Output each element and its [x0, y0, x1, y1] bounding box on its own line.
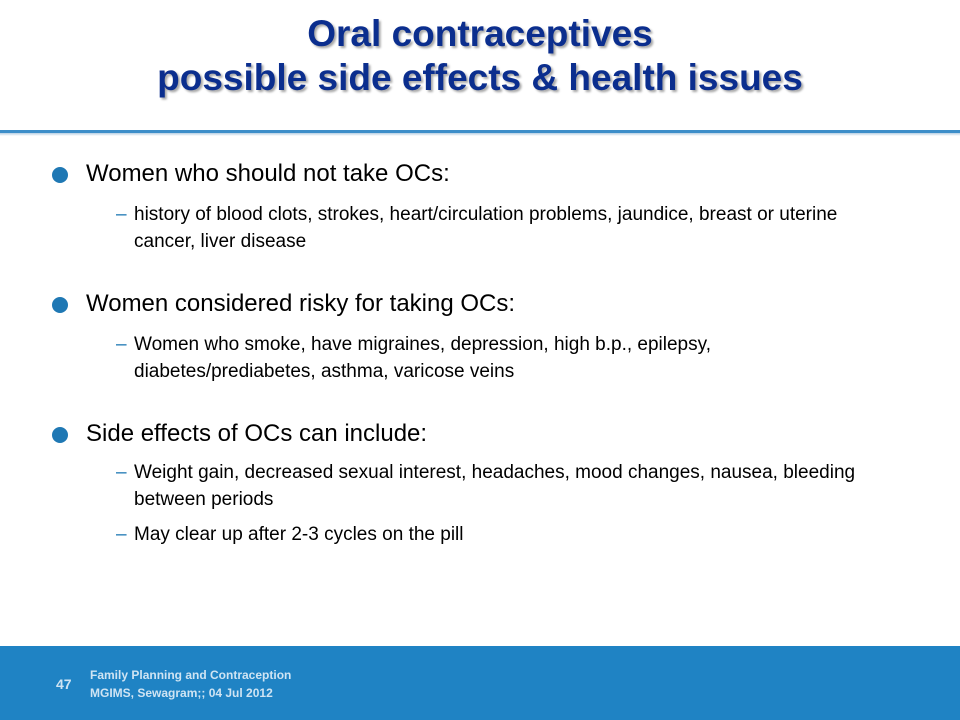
bullet-dot-icon: [52, 427, 68, 443]
sub-bullet-dash: –: [116, 204, 127, 225]
sub-bullet-text: May clear up after 2-3 cycles on the pil…: [134, 524, 464, 545]
sub-bullet-text: Women who smoke, have migraines, depress…: [134, 334, 711, 382]
slide-title: Oral contraceptives possible side effect…: [20, 12, 940, 100]
title-line-1: Oral contraceptives: [307, 13, 653, 54]
title-divider: [0, 130, 960, 133]
bullet-text: Women who should not take OCs:: [86, 160, 450, 187]
footer-institution-date: MGIMS, Sewagram;; 04 Jul 2012: [90, 686, 273, 700]
sub-bullet-item: – Weight gain, decreased sexual interest…: [116, 459, 876, 513]
sub-bullet-item: – Women who smoke, have migraines, depre…: [116, 331, 876, 385]
sub-bullet-dash: –: [116, 334, 127, 355]
sub-bullet-dash: –: [116, 462, 127, 483]
bullet-dot-icon: [52, 297, 68, 313]
bullet-text: Side effects of OCs can include:: [86, 420, 428, 447]
sub-bullet-text: Weight gain, decreased sexual interest, …: [134, 462, 856, 510]
sub-bullet-text: history of blood clots, strokes, heart/c…: [134, 204, 838, 252]
title-line-2: possible side effects & health issues: [157, 57, 803, 98]
sub-bullet-item: – history of blood clots, strokes, heart…: [116, 201, 876, 255]
bullet-text: Women considered risky for taking OCs:: [86, 290, 516, 317]
sub-bullet-item: – May clear up after 2-3 cycles on the p…: [116, 521, 876, 548]
slide-footer: 47 Family Planning and Contraception MGI…: [0, 646, 960, 720]
footer-course-title: Family Planning and Contraception: [90, 668, 292, 682]
sub-bullet-dash: –: [116, 524, 127, 545]
page-number: 47: [56, 676, 72, 692]
bullet-dot-icon: [52, 167, 68, 183]
title-divider-shadow: [0, 133, 960, 136]
